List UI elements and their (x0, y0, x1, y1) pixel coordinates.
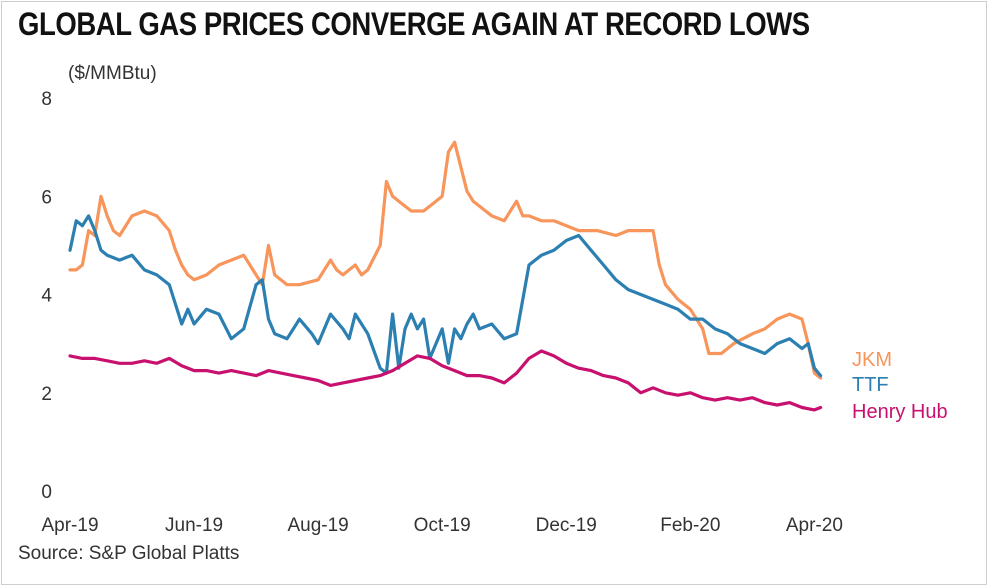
chart-title: GLOBAL GAS PRICES CONVERGE AGAIN AT RECO… (18, 6, 810, 42)
legend-label-ttf: TTF (852, 374, 889, 396)
y-tick-label: 6 (41, 187, 52, 208)
legend-label-henry-hub: Henry Hub (852, 401, 948, 423)
x-tick-label: Feb-20 (660, 515, 720, 536)
plot-lines (68, 140, 823, 412)
legend-label-jkm: JKM (852, 349, 892, 371)
y-axis-unit-label: ($/MMBtu) (68, 63, 157, 84)
x-tick-label: Aug-19 (287, 515, 348, 536)
y-tick-label: 2 (41, 384, 52, 405)
x-tick-label: Apr-19 (41, 515, 98, 536)
y-tick-label: 4 (41, 286, 52, 307)
source-note: Source: S&P Global Platts (18, 543, 240, 564)
x-tick-label: Dec-19 (536, 515, 597, 536)
series-line-ttf (68, 214, 823, 378)
x-tick-label: Oct-19 (414, 515, 471, 536)
y-tick-label: 8 (41, 89, 52, 110)
legend: JKM TTF Henry Hub (852, 349, 948, 423)
x-tick-label: Jun-19 (165, 515, 223, 536)
y-tick-label: 0 (41, 482, 52, 503)
series-line-jkm (68, 140, 823, 380)
y-axis: 0 2 4 6 8 (41, 89, 52, 503)
x-tick-label: Apr-20 (786, 515, 843, 536)
series-line-henry-hub (68, 349, 823, 412)
x-axis: Apr-19 Jun-19 Aug-19 Oct-19 Dec-19 Feb-20 Apr-… (41, 515, 842, 536)
